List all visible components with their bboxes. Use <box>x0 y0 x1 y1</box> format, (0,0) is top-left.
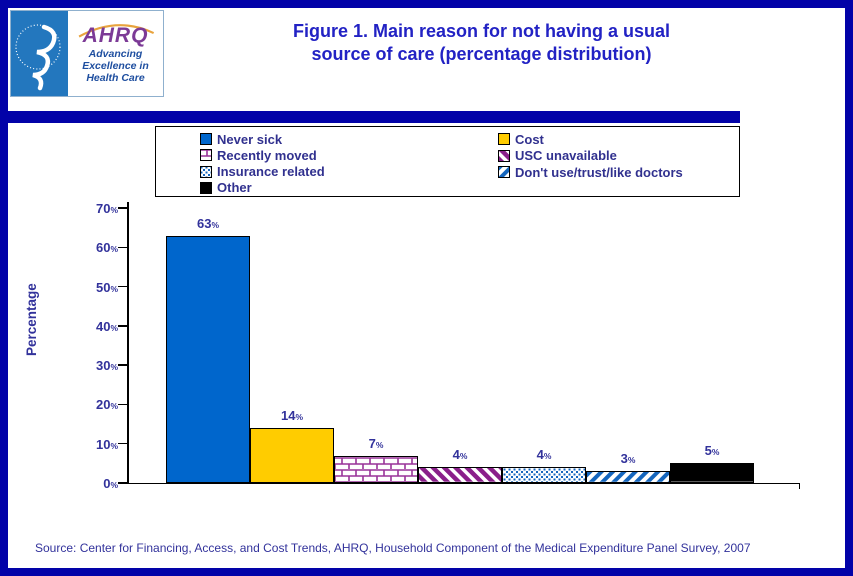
ahrq-hhs-logo: AHRQ Advancing Excellence in Health Care <box>10 10 164 97</box>
legend-swatch-icon <box>498 133 510 146</box>
y-axis-title: Percentage <box>24 283 39 357</box>
bar-recently-moved <box>334 455 418 483</box>
logo-tagline-line-2: Excellence in <box>82 59 149 72</box>
legend-item-usc-unavailable: USC unavailable <box>498 148 683 165</box>
page-title: Figure 1. Main reason for not having a u… <box>170 20 793 66</box>
legend-column-left: Never sick Recently moved Insurance relate… <box>200 131 498 196</box>
legend-item-label: Recently moved <box>217 147 317 163</box>
logo-tagline-line-1: Advancing <box>88 48 143 60</box>
bar-don-t-use-trust-like-doctors <box>586 471 670 483</box>
chart-legend: Never sick Recently moved Insurance relate… <box>155 126 740 197</box>
y-axis-tick <box>118 482 128 484</box>
legend-column-right: Cost USC unavailable Don't use/trust/like … <box>498 131 683 196</box>
bar-value-label-other: 5% <box>704 443 720 459</box>
hhs-eagle-icon <box>15 24 61 91</box>
bar-value-label-recently-moved: 7% <box>368 435 384 451</box>
legend-item-label: USC unavailable <box>515 148 617 164</box>
bar-value-label-insurance-related: 4% <box>536 447 552 463</box>
y-tick-label-50: 50% <box>95 279 118 295</box>
y-axis-tick <box>118 285 128 288</box>
bar-value-label-never-sick: 63% <box>196 215 220 231</box>
legend-item-insurance-related: Insurance related <box>200 164 498 180</box>
legend-item-label: Never sick <box>217 131 283 147</box>
y-axis-tick <box>118 442 128 445</box>
y-tick-label-40: 40% <box>95 318 118 334</box>
source-text: Source: Center for Financing, Access, an… <box>35 541 751 555</box>
logo-tagline-line-3: Health Care <box>86 71 145 84</box>
x-axis-end-tick <box>798 483 800 489</box>
y-axis-tick <box>118 364 128 366</box>
y-tick-label-30: 30% <box>95 358 118 374</box>
legend-item-label: Insurance related <box>217 164 325 180</box>
legend-item-recently-moved: Recently moved <box>200 147 498 163</box>
legend-item-other: Other <box>200 180 498 196</box>
logo-arc-icon <box>78 24 155 38</box>
y-tick-label-20: 20% <box>95 397 118 413</box>
bar-usc-unavailable <box>418 467 502 483</box>
legend-swatch-icon <box>200 165 212 178</box>
y-axis-tick <box>118 403 128 406</box>
legend-item-never-sick: Never sick <box>200 131 498 147</box>
bar-cost <box>250 428 334 483</box>
legend-item-label: Cost <box>515 131 544 147</box>
hhs-logo-panel <box>11 11 68 96</box>
y-axis-tick-labels: 0% 10% 20% 30% 40% 50% 60% 70% <box>70 201 118 491</box>
bar-insurance-related <box>502 467 586 483</box>
y-tick-label-60: 60% <box>95 240 118 256</box>
y-tick-label-10: 10% <box>95 436 118 452</box>
bar-never-sick <box>166 235 250 483</box>
legend-swatch-icon <box>200 149 212 162</box>
legend-swatch-icon <box>498 166 510 179</box>
x-axis-baseline <box>127 482 800 484</box>
bar-other <box>670 463 754 483</box>
y-tick-label-0: 0% <box>103 476 118 491</box>
logo-tagline: Advancing Excellence in Health Care <box>68 48 163 84</box>
legend-item-cost: Cost <box>498 131 683 148</box>
y-axis-tick <box>118 325 128 327</box>
legend-item-label: Other <box>217 180 252 196</box>
chart-plot-area: 63% 14% 7% 4% 4% 3% 5% <box>118 202 800 489</box>
legend-swatch-icon <box>200 133 212 146</box>
header-divider-bar <box>0 111 740 123</box>
legend-item-label: Don't use/trust/like doctors <box>515 164 683 180</box>
legend-swatch-icon <box>498 149 510 162</box>
y-tick-label-70: 70% <box>95 201 118 216</box>
legend-item-don-t-use-trust-like-doctors: Don't use/trust/like doctors <box>498 164 683 181</box>
ahrq-logo-panel: AHRQ Advancing Excellence in Health Care <box>68 11 163 96</box>
bar-value-label-don-t-use-trust-like-doctors: 3% <box>620 451 636 467</box>
y-axis-tick <box>118 246 128 249</box>
ahrq-logo-text: AHRQ <box>82 24 149 47</box>
legend-swatch-icon <box>200 181 212 194</box>
y-axis-line <box>127 202 129 483</box>
y-axis-tick <box>118 207 128 209</box>
bar-value-label-cost: 14% <box>280 408 304 423</box>
bar-value-label-usc-unavailable: 4% <box>452 447 468 463</box>
page-title-line-2: source of care (percentage distribution) <box>311 44 652 64</box>
page-title-line-1: Figure 1. Main reason for not having a u… <box>292 21 671 41</box>
